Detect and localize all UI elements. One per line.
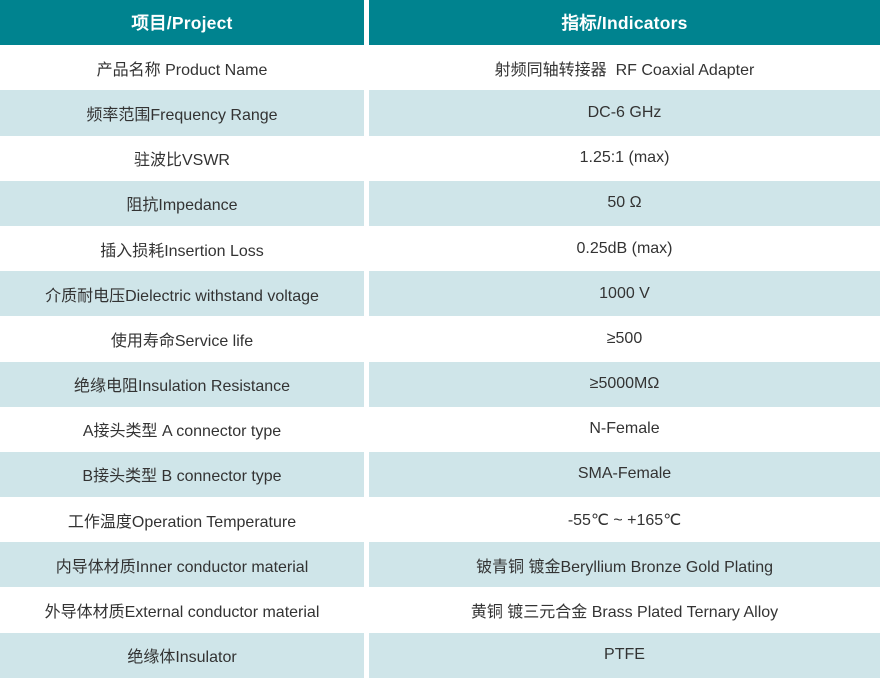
project-cell-withstand-voltage: 介质耐电压Dielectric withstand voltage (0, 271, 364, 317)
project-cell-impedance: 阻抗Impedance (0, 180, 364, 226)
column-header-indicators: 指标/Indicators (369, 0, 880, 46)
project-cell-frequency-range: 频率范围Frequency Range (0, 90, 364, 136)
project-cell-operation-temperature: 工作温度Operation Temperature (0, 497, 364, 543)
indicator-cell-vswr: 1.25:1 (max) (369, 135, 880, 181)
indicator-cell-insulation-resistance: ≥5000MΩ (369, 361, 880, 407)
project-cell-insertion-loss: 插入损耗Insertion Loss (0, 225, 364, 272)
indicator-cell-frequency-range: DC-6 GHz (369, 90, 880, 136)
indicator-cell-insulator: PTFE (369, 632, 880, 678)
project-cell-a-connector-type: A接头类型 A connector type (0, 406, 364, 452)
project-cell-insulator: 绝缘体Insulator (0, 632, 364, 678)
indicator-cell-service-life: ≥500 (369, 316, 880, 362)
project-cell-vswr: 驻波比VSWR (0, 135, 364, 181)
indicator-cell-operation-temperature: -55℃ ~ +165℃ (369, 497, 880, 543)
project-cell-product-name: 产品名称 Product Name (0, 45, 364, 91)
indicator-cell-insertion-loss: 0.25dB (max) (369, 225, 880, 272)
indicator-cell-product-name: 射频同轴转接器 RF Coaxial Adapter (369, 45, 880, 91)
project-cell-insulation-resistance: 绝缘电阻Insulation Resistance (0, 361, 364, 407)
indicator-cell-impedance: 50 Ω (369, 180, 880, 226)
project-cell-external-conductor: 外导体材质External conductor material (0, 587, 364, 633)
indicator-cell-external-conductor: 黄铜 镀三元合金 Brass Plated Ternary Alloy (369, 587, 880, 633)
column-header-project: 项目/Project (0, 0, 364, 46)
indicator-cell-a-connector-type: N-Female (369, 406, 880, 452)
indicator-cell-b-connector-type: SMA-Female (369, 451, 880, 498)
project-cell-service-life: 使用寿命Service life (0, 316, 364, 362)
indicator-cell-inner-conductor: 铍青铜 镀金Beryllium Bronze Gold Plating (369, 542, 880, 588)
project-cell-b-connector-type: B接头类型 B connector type (0, 451, 364, 498)
indicator-cell-withstand-voltage: 1000 V (369, 271, 880, 317)
project-cell-inner-conductor: 内导体材质Inner conductor material (0, 542, 364, 588)
